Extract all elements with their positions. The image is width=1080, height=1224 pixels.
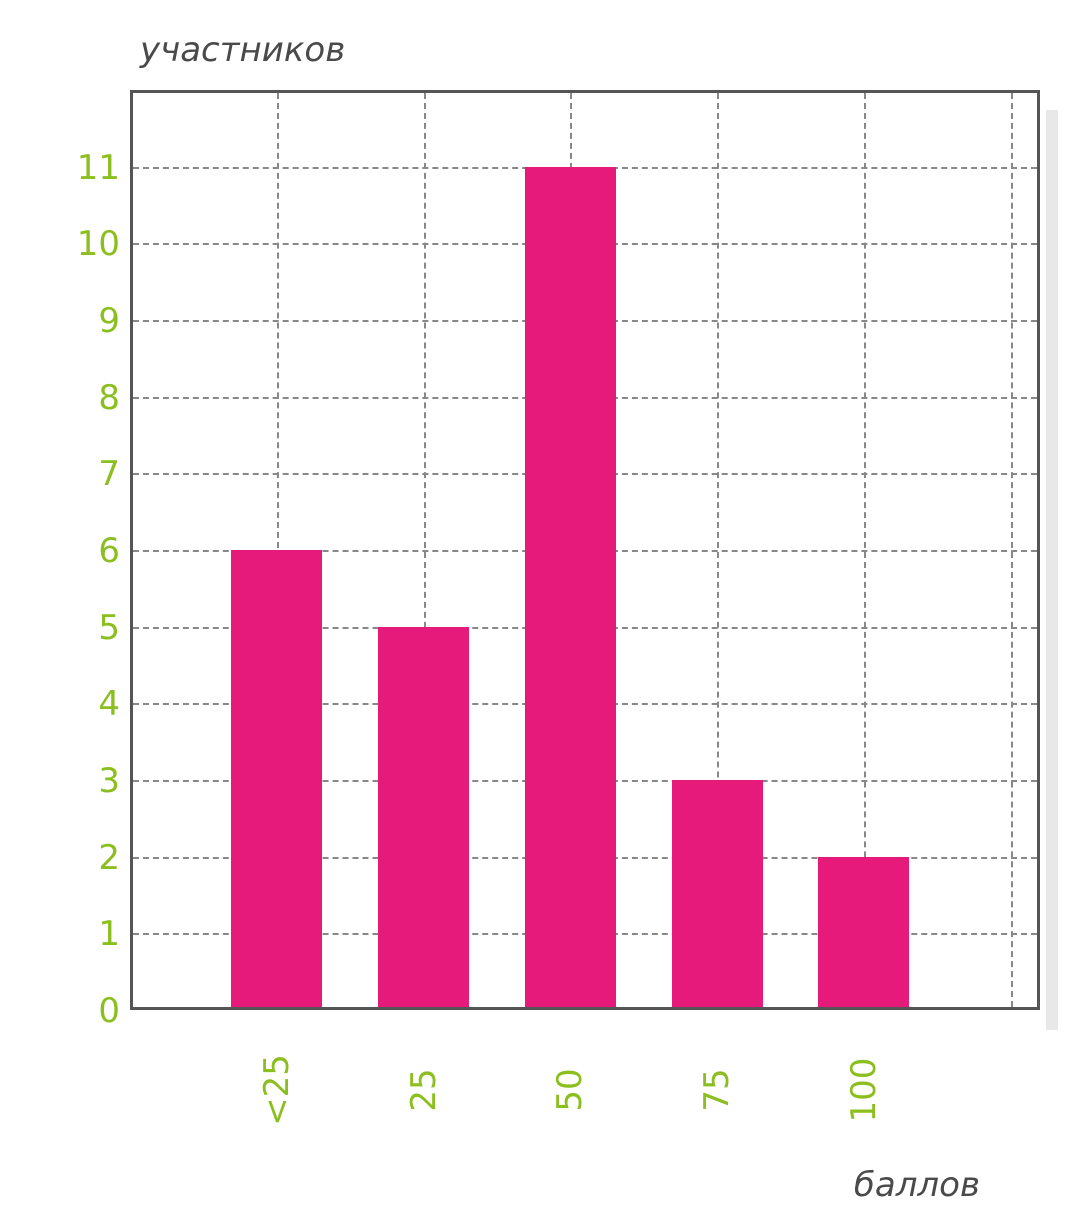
bar <box>525 167 616 1007</box>
x-tick-label: 75 <box>697 1030 737 1150</box>
bar <box>818 857 909 1007</box>
y-tick-label: 7 <box>50 454 120 494</box>
x-axis-title: баллов <box>854 1165 980 1205</box>
bar <box>231 550 322 1007</box>
frame-shadow <box>1046 110 1058 1030</box>
y-tick-label: 4 <box>50 684 120 724</box>
y-tick-label: 10 <box>50 224 120 264</box>
y-tick-label: 1 <box>50 914 120 954</box>
y-tick-label: 2 <box>50 838 120 878</box>
x-tick-label: 50 <box>550 1030 590 1150</box>
y-tick-label: 3 <box>50 761 120 801</box>
y-tick-label: 0 <box>50 991 120 1031</box>
x-tick-label: <25 <box>257 1030 297 1150</box>
x-tick-label: 25 <box>404 1030 444 1150</box>
y-tick-label: 8 <box>50 378 120 418</box>
y-tick-label: 5 <box>50 608 120 648</box>
bar <box>672 780 763 1007</box>
y-axis-title: участников <box>140 30 345 70</box>
x-tick-label: 100 <box>844 1030 884 1150</box>
bar <box>378 627 469 1007</box>
y-tick-label: 9 <box>50 301 120 341</box>
y-tick-label: 6 <box>50 531 120 571</box>
y-tick-label: 11 <box>50 148 120 188</box>
gridline-vertical <box>1011 93 1013 1007</box>
